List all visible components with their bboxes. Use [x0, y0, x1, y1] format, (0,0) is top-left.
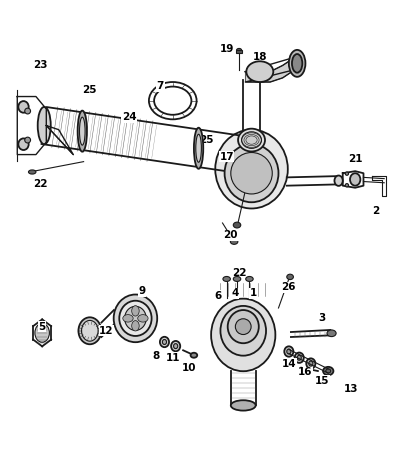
Text: 21: 21: [348, 154, 362, 164]
Ellipse shape: [231, 400, 256, 410]
Text: 22: 22: [232, 268, 246, 278]
Ellipse shape: [25, 108, 30, 114]
Ellipse shape: [194, 128, 203, 169]
Ellipse shape: [79, 317, 101, 344]
Ellipse shape: [350, 173, 360, 186]
Text: 7: 7: [157, 81, 164, 91]
Bar: [236, 50, 243, 53]
Ellipse shape: [149, 82, 197, 119]
Ellipse shape: [246, 276, 253, 282]
Ellipse shape: [297, 355, 301, 360]
Text: 16: 16: [298, 367, 313, 377]
Ellipse shape: [292, 54, 302, 73]
Ellipse shape: [25, 137, 30, 143]
Ellipse shape: [196, 134, 201, 162]
Ellipse shape: [215, 130, 288, 209]
Text: 4: 4: [231, 288, 239, 298]
Ellipse shape: [125, 306, 146, 331]
Ellipse shape: [160, 337, 169, 347]
Ellipse shape: [289, 50, 305, 77]
Ellipse shape: [18, 101, 29, 113]
Ellipse shape: [35, 323, 50, 342]
Ellipse shape: [345, 172, 349, 175]
Ellipse shape: [220, 306, 266, 356]
Ellipse shape: [235, 319, 251, 334]
Ellipse shape: [284, 346, 293, 357]
Text: 18: 18: [253, 52, 267, 62]
Ellipse shape: [154, 86, 191, 115]
Text: 13: 13: [344, 384, 358, 394]
Ellipse shape: [225, 144, 278, 202]
Ellipse shape: [287, 349, 291, 354]
Ellipse shape: [28, 170, 36, 174]
Ellipse shape: [238, 129, 265, 152]
Ellipse shape: [327, 330, 336, 337]
Ellipse shape: [306, 358, 315, 369]
Text: 10: 10: [182, 363, 197, 373]
Text: 20: 20: [223, 230, 238, 240]
Text: 2: 2: [372, 206, 379, 216]
Ellipse shape: [211, 299, 275, 371]
Ellipse shape: [123, 314, 133, 322]
Ellipse shape: [18, 138, 29, 150]
Ellipse shape: [79, 117, 85, 145]
Ellipse shape: [173, 343, 178, 349]
Ellipse shape: [237, 48, 242, 52]
Text: 9: 9: [138, 286, 145, 296]
Text: 12: 12: [99, 326, 114, 336]
Text: 3: 3: [318, 314, 326, 323]
Ellipse shape: [138, 314, 148, 322]
Text: 8: 8: [153, 351, 160, 361]
Ellipse shape: [295, 352, 304, 363]
Ellipse shape: [323, 367, 333, 375]
Ellipse shape: [114, 294, 157, 342]
Text: 19: 19: [220, 44, 234, 54]
Ellipse shape: [38, 107, 51, 144]
Ellipse shape: [233, 276, 241, 282]
Ellipse shape: [82, 321, 98, 341]
Ellipse shape: [246, 61, 273, 82]
Text: 24: 24: [122, 112, 136, 122]
Ellipse shape: [132, 321, 139, 331]
Text: 25: 25: [199, 135, 213, 145]
Ellipse shape: [162, 340, 166, 344]
Ellipse shape: [326, 369, 331, 373]
Ellipse shape: [309, 361, 313, 366]
Polygon shape: [245, 57, 295, 82]
Text: 22: 22: [33, 179, 47, 189]
Ellipse shape: [119, 301, 151, 336]
Text: 15: 15: [315, 376, 329, 386]
Ellipse shape: [191, 353, 197, 358]
Text: 23: 23: [33, 60, 47, 70]
Ellipse shape: [78, 111, 87, 152]
Ellipse shape: [233, 222, 241, 228]
Text: 17: 17: [219, 152, 234, 162]
Text: 1: 1: [250, 288, 257, 298]
Ellipse shape: [334, 176, 343, 186]
Text: 6: 6: [215, 291, 222, 301]
Ellipse shape: [223, 276, 230, 282]
Ellipse shape: [228, 310, 259, 343]
Text: 26: 26: [282, 282, 296, 292]
Ellipse shape: [171, 341, 180, 352]
Text: 11: 11: [166, 353, 180, 363]
Ellipse shape: [231, 152, 272, 194]
Text: 14: 14: [282, 359, 296, 369]
Ellipse shape: [345, 184, 349, 187]
Ellipse shape: [287, 274, 293, 280]
Text: 25: 25: [83, 86, 97, 95]
Ellipse shape: [242, 132, 262, 148]
Ellipse shape: [230, 239, 238, 244]
Text: 5: 5: [39, 322, 46, 332]
Ellipse shape: [132, 306, 139, 316]
